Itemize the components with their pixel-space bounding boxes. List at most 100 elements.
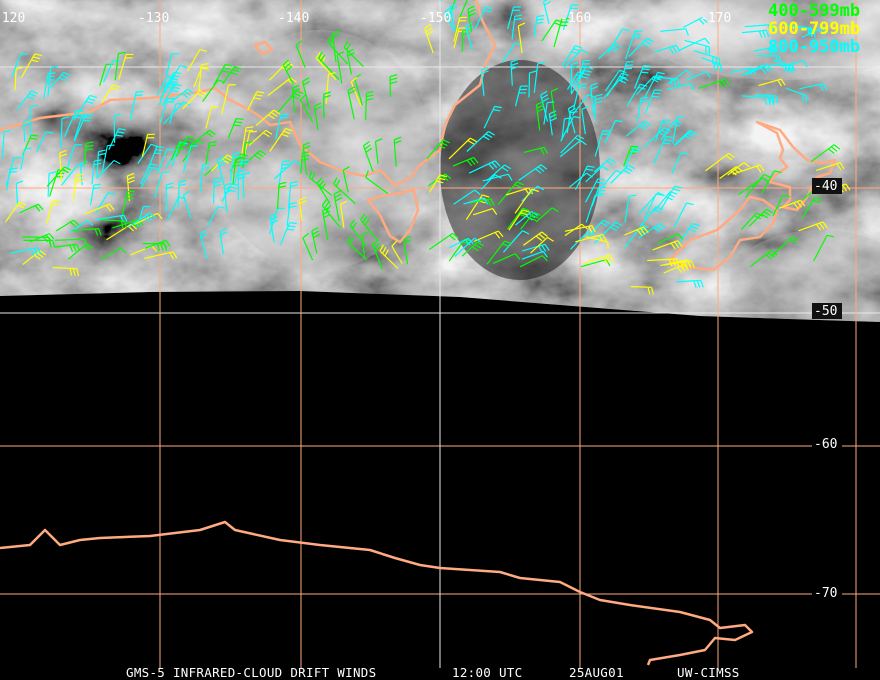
wind-barb <box>652 76 680 87</box>
wind-barb <box>63 109 84 137</box>
wind-barb <box>129 90 144 121</box>
wind-barb <box>199 229 208 259</box>
wind-barb <box>502 230 530 253</box>
wind-barb <box>154 171 170 198</box>
wind-barb <box>482 173 513 182</box>
longitude-labels: -120 -130 -140 -150 -160 -170 <box>0 11 731 26</box>
wind-barb <box>161 83 182 107</box>
wind-barb <box>29 104 38 136</box>
legend: 400-599mb 600-799mb 800-950mb <box>768 1 860 57</box>
wind-barb <box>232 157 243 186</box>
wind-barb <box>279 222 297 246</box>
wind-barb <box>127 212 156 228</box>
wind-barb <box>221 84 236 114</box>
caption-source: UW-CIMSS <box>677 665 740 680</box>
wind-barb <box>60 116 70 148</box>
wind-barb <box>286 202 297 227</box>
wind-barb <box>333 190 343 222</box>
legend-entry-600-799: 600-799mb <box>768 19 860 39</box>
wind-barb <box>671 152 689 175</box>
wind-barb <box>242 150 267 167</box>
wind-barb <box>452 156 479 167</box>
wind-barb <box>660 259 692 268</box>
wind-barb <box>137 143 159 164</box>
wind-barb <box>741 29 770 38</box>
wind-barb <box>185 129 216 150</box>
wind-barb <box>515 211 539 226</box>
wind-barb <box>318 51 340 81</box>
wind-barb <box>137 205 151 227</box>
kangaroo-island <box>253 40 274 56</box>
wind-barb <box>276 181 287 210</box>
wind-barb <box>810 144 841 163</box>
wind-barb <box>222 66 242 85</box>
wind-barb <box>326 35 349 65</box>
wind-barb <box>530 236 554 254</box>
wind-barb <box>590 82 599 115</box>
wind-barb <box>16 90 39 110</box>
wind-barb <box>5 167 18 191</box>
wind-barb <box>165 65 188 90</box>
wind-barb <box>657 233 684 245</box>
wind-barb <box>46 200 60 224</box>
wind-barb <box>571 94 596 116</box>
wind-barb <box>221 183 239 202</box>
wind-barb <box>678 37 710 52</box>
lon-label: -130 <box>138 11 169 26</box>
wind-barb <box>84 141 94 165</box>
wind-barb <box>205 141 217 165</box>
wind-barb <box>52 266 80 277</box>
legend-entry-400-599: 400-599mb <box>768 1 860 21</box>
wind-barb <box>511 14 523 40</box>
wind-barb <box>311 226 320 254</box>
wind-barb <box>237 169 246 200</box>
wind-barb <box>522 231 548 246</box>
wind-barb <box>581 105 589 135</box>
lat-label: -60 <box>814 437 837 452</box>
wind-barb <box>580 259 611 268</box>
wind-barb <box>584 254 615 264</box>
wind-barb <box>23 239 56 248</box>
wind-barb <box>47 65 58 97</box>
lon-label: -120 <box>0 11 25 26</box>
wind-barb <box>816 162 845 171</box>
wind-barb <box>454 237 482 257</box>
wind-barb <box>781 60 808 68</box>
wind-barb <box>660 28 689 36</box>
wind-barb <box>465 22 474 50</box>
wind-barb <box>365 170 389 195</box>
wind-barb <box>694 50 721 66</box>
wind-barb <box>19 203 44 214</box>
wind-barb <box>350 76 362 106</box>
lon-label: -150 <box>420 11 451 26</box>
wind-barb <box>163 101 191 125</box>
wind-barb <box>360 213 379 241</box>
wind-barb <box>269 127 293 152</box>
wind-barb <box>683 16 708 28</box>
wind-barb <box>548 110 558 136</box>
wind-barb <box>465 194 490 221</box>
wind-barb <box>508 209 530 231</box>
wind-barb <box>96 149 106 179</box>
wind-barb <box>564 223 588 237</box>
wind-barb <box>466 130 495 152</box>
latitude-labels: -40 -50 -60 -70 <box>812 178 842 601</box>
wind-barb <box>146 146 165 172</box>
wind-barb <box>171 88 194 103</box>
wind-barb <box>160 71 182 99</box>
wind-barb <box>654 119 671 142</box>
wind-barb <box>518 164 548 181</box>
australia-coast <box>0 0 497 187</box>
wind-barb <box>685 71 712 81</box>
wind-barb <box>302 232 314 261</box>
wind-barb <box>569 172 593 188</box>
wind-barb <box>227 118 244 139</box>
wind-barb <box>14 66 24 91</box>
wind-barb <box>175 136 195 157</box>
wind-barb <box>575 233 607 243</box>
wind-barb <box>653 44 681 54</box>
wind-barb <box>182 190 192 219</box>
wind-barb <box>677 222 700 246</box>
lat-label: -70 <box>814 586 837 601</box>
